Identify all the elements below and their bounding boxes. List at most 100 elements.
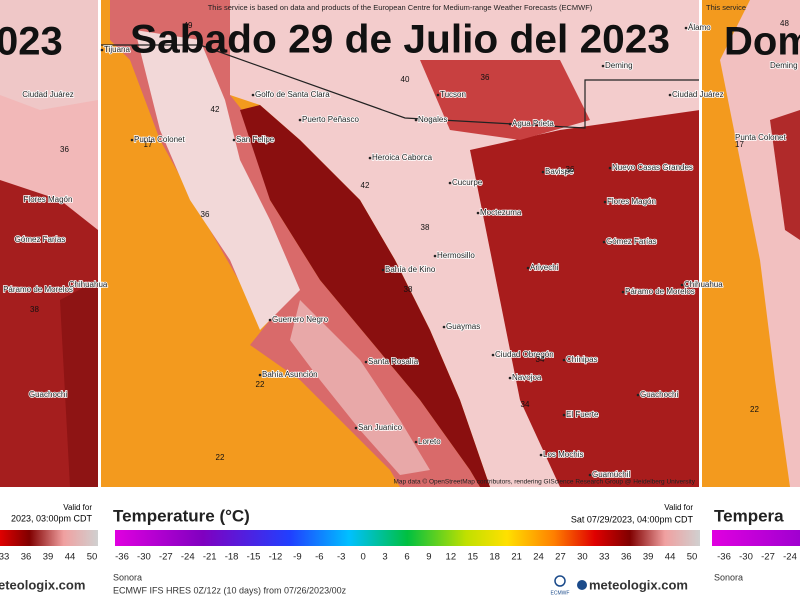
left-map	[0, 0, 98, 487]
temperature-label: 38	[421, 223, 430, 232]
region-right: Sonora	[714, 572, 743, 582]
brand-left: eteologix.com	[0, 577, 85, 592]
colorbar-tick: -36	[115, 552, 129, 563]
colorbar-tick: 33	[0, 552, 9, 563]
place-label: Punta Colonet	[134, 135, 185, 144]
place-dot	[368, 156, 372, 160]
place-dot	[414, 118, 418, 122]
right-map	[702, 0, 800, 487]
colorbar-tick: 44	[65, 552, 76, 563]
temperature-label: 34	[536, 355, 545, 364]
place-dot	[258, 373, 262, 377]
temperature-label: 22	[216, 453, 225, 462]
colorbar-tick: 15	[467, 552, 478, 563]
colorbar-tick: 36	[21, 552, 32, 563]
place-dot	[381, 268, 385, 272]
colorbar-tick: -27	[159, 552, 173, 563]
place-dot	[508, 122, 512, 126]
place-label: Gómez Farías	[15, 235, 66, 244]
place-label: Guachochi	[29, 390, 67, 399]
brand: meteologix.com	[589, 577, 688, 592]
temperature-label: 42	[211, 105, 220, 114]
place-label: Ciudad Juárez	[22, 90, 74, 99]
place-dot	[448, 181, 452, 185]
valid-label-left: Valid for	[63, 503, 92, 512]
place-label: Ciudad Obregón	[495, 350, 554, 359]
colorbar-tick: 3	[382, 552, 387, 563]
temperature-label: 36	[201, 210, 210, 219]
place-label: Gómez Farías	[606, 237, 657, 246]
colorbar-tick: -3	[337, 552, 345, 563]
place-dot	[364, 360, 368, 364]
valid-label: Valid for	[664, 503, 693, 512]
temperature-label: 36	[566, 165, 575, 174]
colorbar-tick: -18	[225, 552, 239, 563]
place-label: Chihuahua	[684, 280, 723, 289]
place-dot	[354, 426, 358, 430]
colorbar-tick: 39	[643, 552, 654, 563]
colorbar-tick: 27	[555, 552, 566, 563]
place-label: Golfo de Santa Clara	[255, 90, 330, 99]
place-label: Navojoa	[512, 373, 542, 382]
colorbar-tick: 18	[489, 552, 500, 563]
place-dot	[541, 170, 545, 174]
place-label: Guamúchil	[592, 470, 630, 479]
colorbar-tick: 44	[665, 552, 676, 563]
title-right-partial: Dom	[724, 20, 800, 64]
place-label: Hermosillo	[437, 251, 475, 260]
place-label: Agua Prieta	[512, 119, 554, 128]
colorbar-tick: 50	[687, 552, 698, 563]
place-dot	[684, 26, 688, 30]
place-dot	[680, 283, 684, 287]
title-left-partial: 023	[0, 20, 63, 64]
colorbar-tick: 12	[446, 552, 457, 563]
place-label: Chínipas	[566, 355, 598, 364]
temperature-label: 49	[184, 21, 193, 30]
colorbar-tick: 36	[621, 552, 632, 563]
place-dot	[562, 413, 566, 417]
place-label: Nogales	[418, 115, 447, 124]
place-label: San Felipe	[236, 135, 275, 144]
colorbar-tick: -21	[203, 552, 217, 563]
temperature-label: 34	[521, 400, 530, 409]
place-dot	[601, 64, 605, 68]
place-label: El Fuerte	[566, 410, 599, 419]
colorbar-tick: -36	[717, 552, 731, 563]
place-label: Álamo	[688, 23, 711, 32]
place-dot	[414, 440, 418, 444]
place-label: Bahía Asunción	[262, 370, 318, 379]
colorbar-tick: -24	[181, 552, 195, 563]
place-dot	[232, 138, 236, 142]
temperature-label: 38	[30, 305, 39, 314]
place-dot	[298, 118, 302, 122]
colorbar-right	[712, 530, 800, 546]
temperature-label: 36	[60, 145, 69, 154]
place-label: Flores Magón	[607, 197, 656, 206]
place-dot	[636, 393, 640, 397]
place-dot	[251, 93, 255, 97]
place-dot	[588, 473, 592, 477]
place-dot	[268, 318, 272, 322]
colorbar-tick: -15	[247, 552, 261, 563]
place-dot	[130, 138, 134, 142]
colorbar-tick: 9	[426, 552, 431, 563]
place-dot	[476, 211, 480, 215]
place-dot	[539, 453, 543, 457]
temperature-label: 48	[780, 19, 789, 28]
colorbar	[115, 530, 700, 546]
place-dot	[526, 266, 530, 270]
place-label: Bavispe	[545, 167, 574, 176]
colorbar-tick: 6	[404, 552, 409, 563]
place-label: Heroica Caborca	[372, 153, 433, 162]
ecmwf-logo: ECMWF	[551, 590, 570, 596]
place-label: Flores Magón	[24, 195, 73, 204]
colorbar-tick: 24	[533, 552, 544, 563]
colorbar-tick: -6	[315, 552, 323, 563]
model-info: ECMWF IFS HRES 0Z/12z (10 days) from 07/…	[113, 585, 347, 595]
colorbar-tick: 0	[361, 552, 366, 563]
temperature-label: 42	[361, 181, 370, 190]
place-dot	[491, 353, 495, 357]
place-label: Puerto Peñasco	[302, 115, 359, 124]
colorbar-tick: -9	[293, 552, 301, 563]
temperature-label: 17	[735, 140, 744, 149]
